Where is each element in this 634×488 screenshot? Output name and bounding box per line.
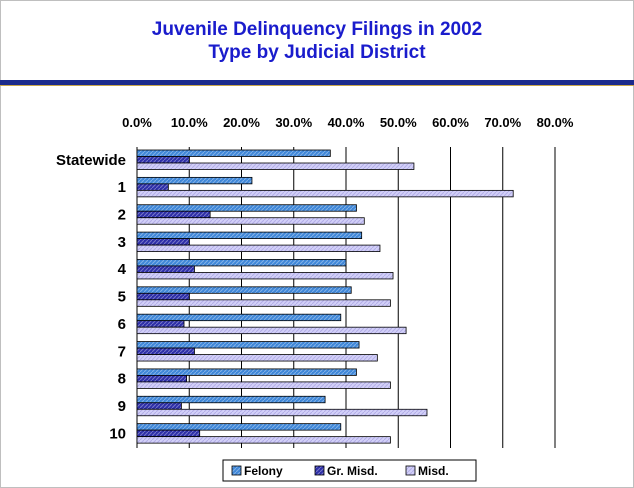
x-tick-label: 40.0% — [328, 115, 365, 130]
bar — [136, 231, 363, 239]
x-tick-label: 80.0% — [537, 115, 574, 130]
legend-swatch — [231, 465, 242, 476]
bar — [136, 217, 365, 225]
x-tick-label: 50.0% — [380, 115, 417, 130]
bar — [136, 149, 331, 157]
bar — [136, 354, 378, 362]
bar — [136, 244, 381, 252]
category-label: 1 — [118, 179, 126, 196]
bar — [136, 375, 188, 383]
x-tick-label: 30.0% — [275, 115, 312, 130]
category-label: 3 — [118, 234, 126, 251]
category-label: 4 — [118, 261, 127, 278]
bar — [136, 436, 391, 444]
x-tick-label: 0.0% — [122, 115, 152, 130]
category-label: 9 — [118, 398, 126, 415]
bar — [136, 210, 211, 219]
x-tick-label: 60.0% — [432, 115, 469, 130]
bar — [136, 189, 514, 198]
title-rule-accent — [0, 85, 634, 86]
legend-label: Felony — [244, 464, 283, 478]
bar — [136, 429, 201, 438]
bar — [136, 204, 357, 212]
legend-box — [222, 459, 477, 482]
chart-title: Juvenile Delinquency Filings in 2002 Typ… — [0, 18, 634, 64]
bar — [136, 292, 190, 301]
chart-title-line-1: Juvenile Delinquency Filings in 2002 — [151, 19, 483, 40]
category-label: Statewide — [56, 152, 126, 169]
category-label: 2 — [118, 206, 126, 223]
bar — [136, 299, 391, 307]
x-tick-label: 70.0% — [484, 115, 521, 130]
category-label: 7 — [118, 343, 126, 360]
category-label: 5 — [118, 289, 126, 306]
bar — [136, 313, 342, 322]
legend-swatch — [314, 465, 325, 476]
bar — [136, 368, 357, 376]
bar — [136, 320, 185, 328]
bar — [136, 156, 190, 164]
bar — [136, 272, 394, 280]
bar — [136, 259, 347, 267]
category-label: 10 — [109, 425, 126, 442]
legend-swatch — [405, 465, 416, 476]
bar — [136, 381, 391, 389]
bar — [136, 286, 352, 294]
category-label: 6 — [118, 316, 126, 333]
bar — [136, 341, 360, 349]
legend-label: Misd. — [418, 464, 449, 478]
bar — [136, 395, 326, 404]
bar — [136, 183, 169, 191]
bar — [136, 347, 195, 355]
category-label: 8 — [118, 371, 126, 388]
x-tick-label: 10.0% — [171, 115, 208, 130]
chart-title-line-2: Type by Judicial District — [208, 42, 426, 63]
title-rule — [0, 80, 634, 85]
bar — [136, 162, 415, 170]
bar — [136, 423, 342, 431]
bar — [136, 238, 190, 246]
bar — [136, 402, 182, 410]
bar — [136, 265, 195, 273]
bar — [136, 408, 428, 417]
legend-label: Gr. Misd. — [327, 464, 378, 478]
bar — [136, 326, 407, 335]
x-tick-label: 20.0% — [223, 115, 260, 130]
bar — [136, 176, 253, 185]
